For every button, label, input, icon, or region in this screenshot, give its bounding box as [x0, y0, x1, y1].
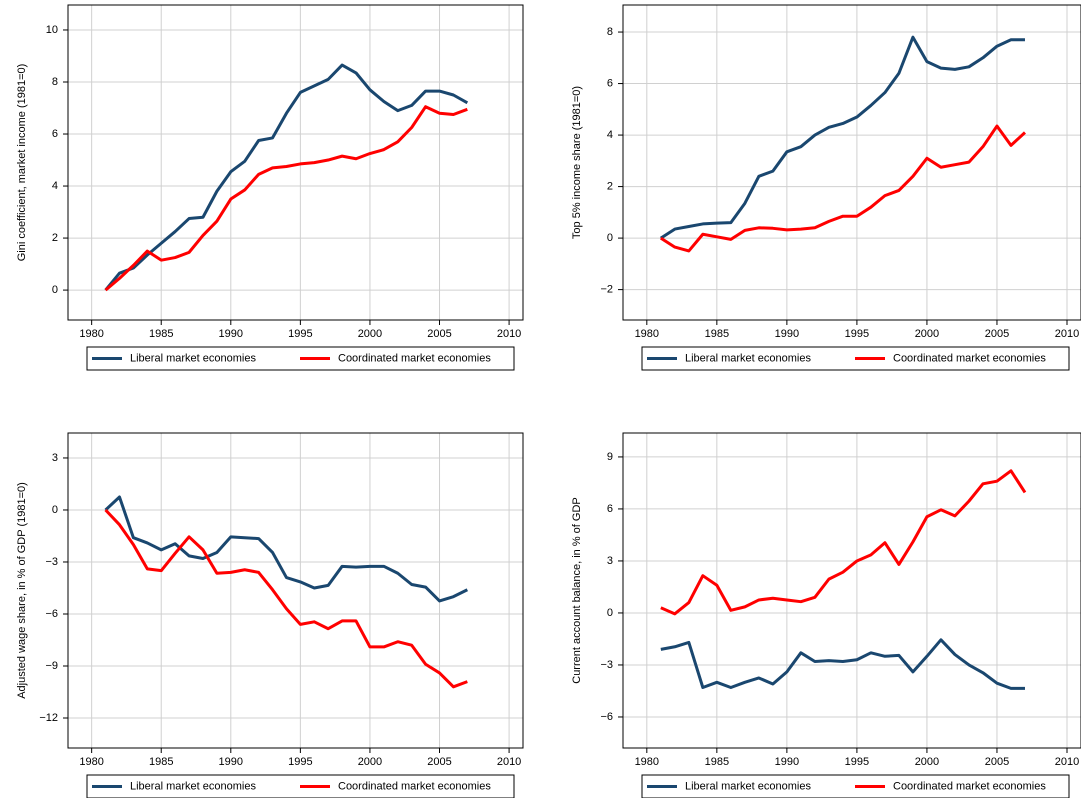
x-tick-label: 2005	[427, 756, 451, 768]
x-tick-label: 2005	[985, 328, 1009, 340]
plot-frame	[67, 432, 524, 749]
line-series	[660, 638, 1025, 690]
y-tick-label: 6	[607, 503, 613, 515]
x-tick-label: 1995	[845, 756, 869, 768]
panel: 1980 1985 1990 1995 2000 2005 2010 0 2 4 6 8 10 Gini …	[16, 4, 524, 371]
x-tick-label: 1985	[149, 328, 173, 340]
y-tick-label: 2	[607, 180, 613, 192]
y-tick-label: 2	[52, 232, 58, 244]
y-tick-label: −6	[45, 608, 58, 620]
y-tick-label: 3	[607, 555, 613, 567]
x-tick-label: 2010	[1055, 328, 1079, 340]
legend-label: Liberal market economies	[685, 352, 811, 364]
y-tick-label: 0	[607, 232, 613, 244]
x-tick-label: 1990	[775, 756, 799, 768]
y-axis-label: Adjusted wage share, in % of GDP (1981=0…	[16, 482, 28, 699]
plot-frame	[67, 4, 524, 321]
y-tick-label: 4	[52, 180, 58, 192]
y-tick-label: 8	[607, 26, 613, 38]
y-tick-label: 8	[52, 76, 58, 88]
x-tick-label: 1985	[705, 328, 729, 340]
line-series	[660, 35, 1025, 240]
x-tick-label: 1995	[288, 328, 312, 340]
y-tick-label: −2	[600, 284, 613, 296]
legend-label: Coordinated market economies	[338, 352, 491, 364]
legend-label: Coordinated market economies	[893, 352, 1046, 364]
x-tick-label: 2000	[915, 756, 939, 768]
panel: 1980 1985 1990 1995 2000 2005 2010 −2 0 2 4 6 8 Top 5…	[571, 4, 1081, 371]
legend-label: Liberal market economies	[130, 780, 256, 792]
plot-frame	[622, 4, 1081, 321]
x-tick-label: 2010	[497, 756, 521, 768]
y-tick-label: 0	[52, 284, 58, 296]
y-tick-label: 10	[46, 24, 58, 36]
x-tick-label: 2000	[358, 756, 382, 768]
x-tick-label: 1995	[288, 756, 312, 768]
legend-label: Liberal market economies	[685, 780, 811, 792]
x-tick-label: 1980	[79, 756, 103, 768]
panel: 1980 1985 1990 1995 2000 2005 2010 −12 −9 −6 −3 0 3 A…	[16, 432, 524, 799]
y-axis-label: Gini coefficient, market income (1981=0)	[16, 64, 28, 262]
x-tick-label: 2000	[915, 328, 939, 340]
x-tick-label: 1980	[79, 328, 103, 340]
y-tick-label: −6	[600, 711, 613, 723]
plot-frame	[622, 432, 1081, 749]
y-tick-label: −3	[45, 556, 58, 568]
y-tick-label: 0	[52, 504, 58, 516]
x-tick-label: 2010	[497, 328, 521, 340]
line-series	[104, 495, 469, 603]
panel: 1980 1985 1990 1995 2000 2005 2010 −6 −3 0 3 6 9 Curr…	[571, 432, 1081, 799]
line-series	[104, 105, 468, 292]
legend-label: Liberal market economies	[130, 352, 256, 364]
x-tick-label: 1980	[635, 328, 659, 340]
x-tick-label: 1990	[775, 328, 799, 340]
x-tick-label: 1980	[635, 756, 659, 768]
y-tick-label: 4	[607, 129, 613, 141]
y-tick-label: 3	[52, 452, 58, 464]
y-axis-label: Top 5% income share (1981=0)	[571, 86, 583, 239]
x-tick-label: 2010	[1055, 756, 1079, 768]
x-tick-label: 2000	[358, 328, 382, 340]
line-series	[104, 508, 468, 689]
line-series	[660, 469, 1027, 616]
y-tick-label: 0	[607, 607, 613, 619]
x-tick-label: 1995	[845, 328, 869, 340]
y-axis-label: Current account balance, in % of GDP	[571, 497, 583, 683]
y-tick-label: 9	[607, 451, 613, 463]
y-tick-label: −12	[39, 712, 58, 724]
x-tick-label: 1985	[149, 756, 173, 768]
x-tick-label: 1990	[219, 328, 243, 340]
y-tick-label: 6	[52, 128, 58, 140]
y-tick-label: 6	[607, 77, 613, 89]
x-tick-label: 2005	[427, 328, 451, 340]
y-tick-label: −9	[45, 660, 58, 672]
y-tick-label: −3	[600, 659, 613, 671]
line-series	[660, 124, 1026, 253]
legend-label: Coordinated market economies	[893, 780, 1046, 792]
x-tick-label: 2005	[985, 756, 1009, 768]
legend-label: Coordinated market economies	[338, 780, 491, 792]
x-tick-label: 1985	[705, 756, 729, 768]
x-tick-label: 1990	[219, 756, 243, 768]
line-series	[104, 63, 469, 292]
